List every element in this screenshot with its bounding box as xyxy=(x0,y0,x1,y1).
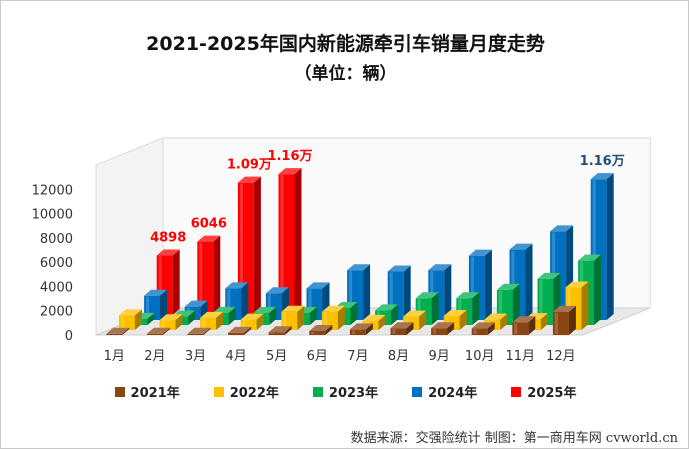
data-label: 1.16万 xyxy=(267,149,312,164)
bar-2021年-2月 xyxy=(146,327,170,335)
y-tick-label: 4000 xyxy=(40,280,73,295)
y-tick-label: 2000 xyxy=(40,305,73,320)
bar-2021年-4月 xyxy=(228,326,252,335)
x-tick-label: 5月 xyxy=(266,349,287,364)
bar-2021年-9月 xyxy=(431,322,455,335)
x-tick-label: 2月 xyxy=(144,349,165,364)
data-label: 4898 xyxy=(150,231,186,246)
x-tick-label: 10月 xyxy=(465,349,495,364)
bar-2021年-12月 xyxy=(552,305,576,335)
legend-label: 2022年 xyxy=(229,386,279,401)
y-tick-label: 6000 xyxy=(40,256,73,271)
legend-item: 2024年 xyxy=(412,382,477,401)
x-tick-label: 6月 xyxy=(307,349,328,364)
y-tick-label: 8000 xyxy=(40,232,73,247)
bar-2022年-5月 xyxy=(281,305,305,330)
x-tick-label: 12月 xyxy=(546,349,576,364)
source-note: 数据来源：交强险统计 制图：第一商用车网 cvworld.cn xyxy=(350,431,678,446)
bar-2021年-5月 xyxy=(268,326,292,335)
bar-2022年-1月 xyxy=(118,309,142,330)
bar-2022年-3月 xyxy=(200,311,224,330)
bar-2025年-4月 xyxy=(278,168,302,315)
x-tick-label: 8月 xyxy=(388,349,409,364)
bar-2021年-11月 xyxy=(512,316,536,335)
x-tick-label: 3月 xyxy=(185,349,206,364)
legend-label: 2025年 xyxy=(527,386,577,401)
x-axis-ticks: 1月 2月 3月 4月 5月 6月 7月 8月 9月 10月 11月 12月 xyxy=(104,349,576,364)
x-tick-label: 1月 xyxy=(104,349,125,364)
chart-title: 2021-2025年国内新能源牵引车销量月度走势 xyxy=(146,33,545,55)
chart-subtitle: （单位：辆） xyxy=(294,64,397,84)
legend-label: 2024年 xyxy=(428,386,478,401)
legend-swatch xyxy=(412,386,423,397)
legend-item: 2022年 xyxy=(213,382,279,401)
data-label: 6046 xyxy=(191,217,227,232)
legend: 2021年 2022年 2023年 2024年 2025年 xyxy=(1,382,688,401)
legend-item: 2025年 xyxy=(511,382,576,401)
bar-2021年-8月 xyxy=(390,322,414,335)
bar-2021年-3月 xyxy=(187,327,211,335)
bar-2021年-10月 xyxy=(471,322,495,335)
y-tick-label: 12000 xyxy=(32,183,73,198)
y-axis-ticks: 0 2000 4000 6000 8000 10000 12000 xyxy=(32,183,73,344)
bar-series xyxy=(106,168,614,335)
legend-swatch xyxy=(312,386,323,397)
x-tick-label: 7月 xyxy=(347,349,368,364)
legend-swatch xyxy=(114,386,125,397)
y-tick-label: 10000 xyxy=(32,208,73,223)
legend-item: 2023年 xyxy=(312,382,379,401)
x-tick-label: 11月 xyxy=(506,349,536,364)
data-label: 1.09万 xyxy=(227,158,272,173)
y-tick-label: 0 xyxy=(65,329,73,344)
bar-2024年-1月 xyxy=(144,289,168,320)
bar-2021年-1月 xyxy=(106,327,130,335)
x-tick-label: 4月 xyxy=(225,349,246,364)
legend-swatch xyxy=(213,386,224,397)
legend-label: 2023年 xyxy=(328,386,379,401)
bar-2025年-2月 xyxy=(197,235,221,315)
bar-2021年-6月 xyxy=(309,324,333,335)
bar-2021年-7月 xyxy=(349,323,373,335)
legend-label: 2021年 xyxy=(130,386,180,401)
data-label: 1.16万 xyxy=(580,154,625,169)
legend-swatch xyxy=(511,386,522,397)
bar-2025年-3月 xyxy=(237,176,261,315)
bar-2022年-2月 xyxy=(159,314,183,330)
legend-item: 2021年 xyxy=(114,382,180,401)
bar-2022年-4月 xyxy=(240,313,264,330)
x-tick-label: 9月 xyxy=(428,349,449,364)
